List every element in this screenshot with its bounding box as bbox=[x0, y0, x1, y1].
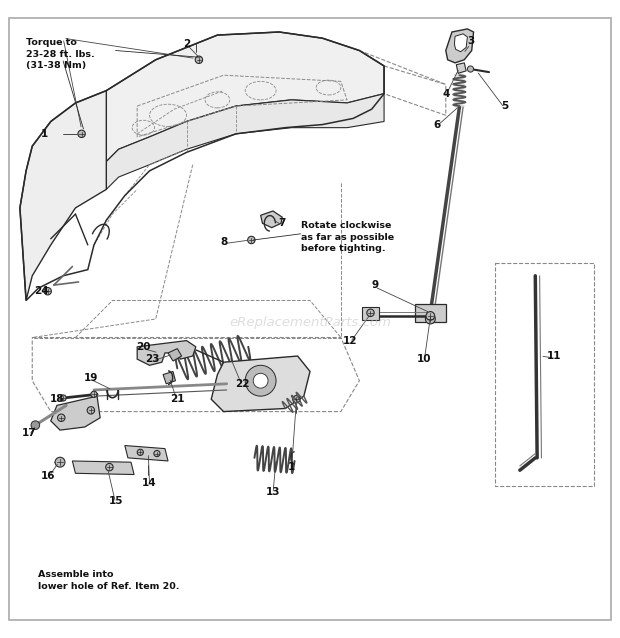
Text: 16: 16 bbox=[40, 471, 55, 482]
Circle shape bbox=[58, 414, 65, 422]
Ellipse shape bbox=[454, 100, 465, 103]
Polygon shape bbox=[211, 356, 310, 412]
Polygon shape bbox=[137, 341, 196, 366]
Ellipse shape bbox=[454, 78, 465, 82]
Polygon shape bbox=[106, 94, 384, 189]
Ellipse shape bbox=[454, 73, 465, 77]
Text: 18: 18 bbox=[50, 394, 64, 404]
Text: 8: 8 bbox=[220, 237, 227, 247]
Polygon shape bbox=[106, 32, 384, 161]
Text: 20: 20 bbox=[136, 342, 151, 352]
Polygon shape bbox=[415, 304, 446, 322]
Circle shape bbox=[425, 314, 435, 324]
Circle shape bbox=[247, 236, 255, 244]
Text: 6: 6 bbox=[433, 119, 440, 130]
Text: 19: 19 bbox=[84, 373, 98, 383]
Circle shape bbox=[31, 421, 40, 429]
Polygon shape bbox=[73, 461, 134, 475]
Circle shape bbox=[195, 56, 203, 63]
Polygon shape bbox=[51, 396, 100, 430]
Text: 1: 1 bbox=[288, 462, 295, 472]
Text: 5: 5 bbox=[501, 101, 508, 111]
Ellipse shape bbox=[454, 91, 465, 94]
Text: Assemble into
lower hole of Ref. Item 20.: Assemble into lower hole of Ref. Item 20… bbox=[38, 570, 180, 591]
Ellipse shape bbox=[454, 87, 465, 90]
Circle shape bbox=[91, 391, 97, 397]
Text: Torque to
23-28 ft. lbs.
(31-38 Nm): Torque to 23-28 ft. lbs. (31-38 Nm) bbox=[26, 38, 95, 70]
Text: 12: 12 bbox=[343, 336, 357, 346]
Text: eReplacementParts.com: eReplacementParts.com bbox=[229, 316, 391, 329]
Circle shape bbox=[154, 450, 160, 457]
Text: 24: 24 bbox=[34, 286, 49, 296]
Circle shape bbox=[293, 396, 300, 403]
Text: Rotate clockwise
as far as possible
before tighting.: Rotate clockwise as far as possible befo… bbox=[301, 221, 394, 253]
Circle shape bbox=[60, 395, 66, 401]
Text: 1: 1 bbox=[41, 129, 48, 139]
Polygon shape bbox=[446, 29, 474, 63]
Polygon shape bbox=[125, 445, 168, 461]
Circle shape bbox=[78, 130, 86, 138]
Ellipse shape bbox=[454, 96, 465, 99]
Polygon shape bbox=[163, 371, 175, 384]
Text: 15: 15 bbox=[108, 496, 123, 506]
Circle shape bbox=[426, 311, 435, 320]
Circle shape bbox=[105, 463, 113, 471]
Text: 17: 17 bbox=[22, 428, 37, 438]
Circle shape bbox=[245, 366, 276, 396]
Circle shape bbox=[87, 406, 95, 414]
Polygon shape bbox=[260, 211, 282, 228]
Text: 21: 21 bbox=[170, 394, 185, 404]
Polygon shape bbox=[168, 348, 182, 361]
Polygon shape bbox=[20, 91, 106, 300]
Circle shape bbox=[55, 457, 65, 467]
Text: 2: 2 bbox=[183, 40, 190, 49]
Polygon shape bbox=[454, 34, 467, 52]
Ellipse shape bbox=[454, 104, 465, 108]
Text: 13: 13 bbox=[266, 487, 280, 497]
Ellipse shape bbox=[454, 82, 465, 86]
Circle shape bbox=[253, 373, 268, 388]
Circle shape bbox=[367, 309, 374, 316]
Polygon shape bbox=[363, 307, 379, 320]
Circle shape bbox=[137, 449, 143, 456]
Text: 3: 3 bbox=[467, 36, 474, 46]
Polygon shape bbox=[456, 63, 466, 73]
Text: 23: 23 bbox=[145, 354, 160, 364]
Text: 4: 4 bbox=[442, 89, 450, 99]
Text: 11: 11 bbox=[547, 351, 561, 361]
Text: 9: 9 bbox=[371, 280, 378, 290]
Text: 7: 7 bbox=[278, 218, 286, 228]
Text: 10: 10 bbox=[417, 354, 432, 364]
Text: 22: 22 bbox=[235, 379, 249, 389]
Circle shape bbox=[44, 288, 51, 295]
Text: 14: 14 bbox=[142, 478, 157, 487]
Circle shape bbox=[467, 66, 474, 72]
